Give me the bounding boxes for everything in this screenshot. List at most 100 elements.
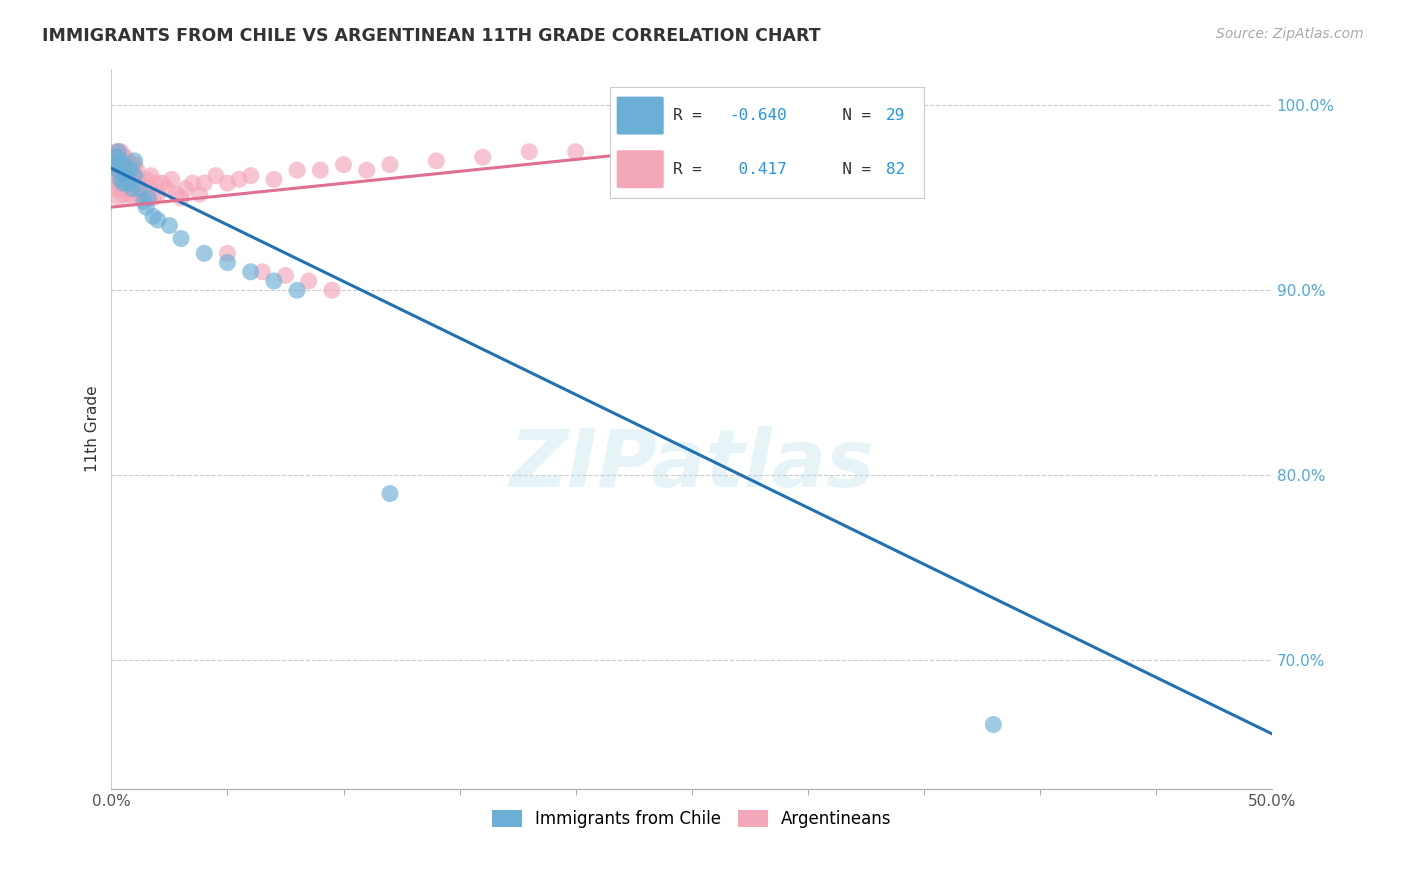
Point <box>118 158 141 172</box>
Point <box>111 163 134 178</box>
Point <box>796 126 818 140</box>
Point <box>118 163 141 178</box>
Point <box>107 191 129 205</box>
Point <box>285 163 308 178</box>
Point <box>110 153 132 168</box>
Y-axis label: 11th Grade: 11th Grade <box>86 385 100 472</box>
Point <box>471 150 494 164</box>
Point <box>188 187 211 202</box>
Point <box>103 172 125 186</box>
Point <box>135 172 157 186</box>
Point <box>114 169 136 183</box>
Point <box>135 191 157 205</box>
Point <box>105 150 128 164</box>
Point <box>110 181 132 195</box>
Point <box>110 153 132 168</box>
Point <box>298 274 321 288</box>
Point <box>118 187 141 202</box>
Point <box>103 158 125 172</box>
Point <box>114 172 136 186</box>
Point <box>517 145 540 159</box>
Point <box>111 158 134 172</box>
Point <box>117 181 139 195</box>
Point <box>378 158 401 172</box>
Point <box>114 163 136 178</box>
Point <box>657 139 679 153</box>
Text: Source: ZipAtlas.com: Source: ZipAtlas.com <box>1216 27 1364 41</box>
Point <box>139 169 162 183</box>
Point <box>107 145 129 159</box>
Point <box>138 181 160 195</box>
Point <box>239 265 262 279</box>
Point <box>124 169 146 183</box>
Point <box>121 176 143 190</box>
Point <box>105 145 128 159</box>
Point <box>159 219 181 233</box>
Point <box>378 486 401 500</box>
Point <box>145 176 167 190</box>
Point <box>124 169 146 183</box>
Point <box>131 176 153 190</box>
Text: ZIPatlas: ZIPatlas <box>509 425 875 504</box>
Point <box>138 191 160 205</box>
Point <box>332 158 354 172</box>
Point <box>217 246 239 260</box>
Point <box>107 163 129 178</box>
Point <box>425 153 447 168</box>
Point <box>703 136 725 150</box>
Point <box>110 167 132 181</box>
Point <box>107 163 129 178</box>
Point <box>160 172 183 186</box>
Point <box>111 150 134 164</box>
Point <box>146 187 169 202</box>
Point <box>114 150 136 164</box>
Point <box>103 153 125 168</box>
Point <box>181 176 204 190</box>
Point <box>564 145 586 159</box>
Point <box>107 145 129 159</box>
Point <box>105 181 128 195</box>
Point <box>121 181 143 195</box>
Point <box>125 163 148 178</box>
Point <box>132 181 155 195</box>
Point <box>228 172 250 186</box>
Point <box>107 176 129 190</box>
Point <box>124 158 146 172</box>
Point <box>263 172 285 186</box>
Point <box>124 181 146 195</box>
Point <box>128 172 150 186</box>
Point <box>749 132 772 146</box>
Point <box>125 176 148 190</box>
Point <box>193 246 215 260</box>
Point <box>132 194 155 209</box>
Point <box>110 172 132 186</box>
Point <box>217 255 239 269</box>
Point <box>135 200 157 214</box>
Point <box>114 176 136 190</box>
Point <box>111 176 134 190</box>
Point <box>107 158 129 172</box>
Point <box>610 139 633 153</box>
Point <box>117 176 139 190</box>
Point <box>110 172 132 186</box>
Point <box>105 163 128 178</box>
Point <box>142 210 165 224</box>
Point <box>263 274 285 288</box>
Point <box>170 191 193 205</box>
Point <box>205 169 228 183</box>
Point <box>156 181 179 195</box>
Point <box>252 265 274 279</box>
Point <box>121 191 143 205</box>
Point <box>111 187 134 202</box>
Point <box>121 163 143 178</box>
Point <box>239 169 262 183</box>
Point <box>193 176 215 190</box>
Point <box>170 231 193 245</box>
Point <box>274 268 297 283</box>
Point <box>285 283 308 297</box>
Point <box>174 181 197 195</box>
Point <box>128 181 150 195</box>
Point <box>152 176 174 190</box>
Point <box>321 283 343 297</box>
Point <box>124 153 146 168</box>
